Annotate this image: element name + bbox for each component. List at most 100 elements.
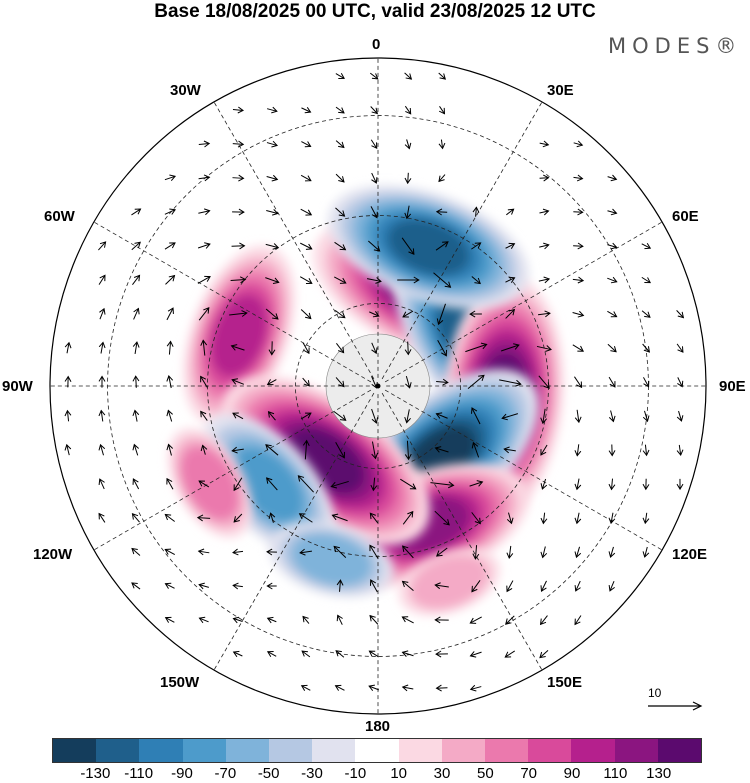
wind-vector-head (232, 548, 239, 556)
colorbar-tick-label: -50 (257, 765, 280, 782)
wind-vector-head (303, 380, 310, 387)
wind-vector (402, 511, 414, 525)
colorbar-swatch (614, 739, 658, 762)
wind-vector (370, 106, 378, 114)
wind-vector-head (642, 551, 650, 558)
wind-vector (268, 411, 276, 421)
wind-vector-head (407, 510, 414, 518)
wind-vector-head (166, 340, 174, 347)
wind-vector-head (643, 346, 651, 353)
wind-vector (164, 175, 176, 181)
wind-vector-head (98, 341, 106, 349)
wind-vector (131, 241, 141, 251)
wind-vector (198, 550, 210, 554)
wind-vector (135, 376, 137, 388)
wind-vector-head (435, 208, 443, 216)
wind-vector (371, 172, 377, 184)
wind-vector (132, 275, 140, 285)
wind-vector (536, 345, 552, 351)
wind-vector-head (434, 616, 441, 624)
wind-vector (302, 342, 310, 354)
meridian-line (213, 392, 375, 671)
wind-vector-head (610, 346, 617, 353)
wind-vector (607, 277, 617, 283)
meridian-line (381, 392, 543, 671)
lon-label-150w: 150W (160, 674, 200, 691)
wind-vector-head (409, 483, 417, 490)
wind-vector (435, 447, 449, 453)
wind-vector (644, 512, 648, 524)
wind-vector (199, 617, 209, 623)
wind-vector (98, 513, 106, 523)
wind-vector-head (474, 277, 481, 285)
wind-vector (471, 242, 481, 250)
wind-vector (301, 650, 311, 658)
wind-vector (641, 276, 651, 284)
wind-vector (371, 408, 377, 424)
reference-vector-label: 10 (648, 686, 662, 700)
wind-vector (200, 411, 208, 421)
wind-vector (505, 243, 515, 249)
wind-vector (644, 444, 648, 456)
wind-vector (232, 177, 244, 179)
wind-vector (371, 342, 377, 354)
wind-vector (434, 510, 450, 526)
wind-vector (332, 514, 348, 522)
wind-vector (572, 344, 584, 352)
wind-vector (573, 245, 583, 247)
wind-vector (265, 444, 279, 456)
wind-vector-head (677, 311, 685, 319)
colorbar-tick-label: 50 (476, 765, 494, 782)
wind-vector-head (204, 242, 211, 249)
wind-vector-head (469, 684, 477, 692)
wind-vector (607, 310, 617, 318)
wind-vector-head (539, 651, 546, 659)
wind-vector-head (438, 142, 446, 150)
wind-vector-head (574, 551, 582, 559)
wind-vector (266, 477, 278, 491)
meridian-line (93, 221, 372, 383)
wind-vector-head (64, 375, 72, 382)
colorbar-swatch (139, 739, 183, 762)
wind-vector-head (338, 141, 345, 149)
wind-vector-head (439, 73, 447, 80)
wind-vector-head (169, 174, 177, 182)
wind-vector (231, 345, 245, 351)
wind-vector-head (375, 277, 382, 284)
wind-vector-head (338, 312, 346, 319)
wind-vector-head (98, 375, 106, 382)
wind-vector-head (305, 312, 312, 320)
wind-vector (475, 207, 477, 217)
wind-vector-head (131, 547, 138, 555)
wind-vector-head (339, 451, 346, 459)
colorbar-swatch (225, 739, 270, 762)
wind-vector-head (132, 375, 140, 382)
wind-vector (301, 107, 311, 113)
wind-vector-head (404, 142, 412, 150)
wind-vector (302, 616, 310, 624)
wind-vector (368, 685, 380, 691)
wind-vector (574, 615, 582, 625)
wind-vector (469, 481, 483, 487)
wind-vector-head (577, 242, 584, 250)
wind-vector (232, 412, 244, 420)
wind-vector (299, 276, 313, 284)
wind-vector (300, 174, 312, 182)
wind-vector-head (543, 276, 551, 284)
wind-vector-head (132, 478, 139, 485)
wind-vector (402, 581, 414, 591)
wind-vector-head (339, 277, 347, 284)
anomaly-center (269, 522, 394, 598)
wind-vector-head (167, 307, 174, 314)
wind-vector-head (401, 580, 409, 588)
wind-vector (100, 410, 104, 422)
wind-vector-head (98, 478, 105, 485)
wind-vector-head (401, 650, 409, 657)
wind-vector-head (305, 412, 312, 419)
wind-vector-head (504, 651, 512, 658)
wind-vector (436, 547, 448, 557)
wind-vector-head (506, 517, 514, 525)
wind-vector (470, 686, 482, 690)
wind-vector (505, 277, 515, 283)
wind-vector-head (642, 415, 650, 423)
